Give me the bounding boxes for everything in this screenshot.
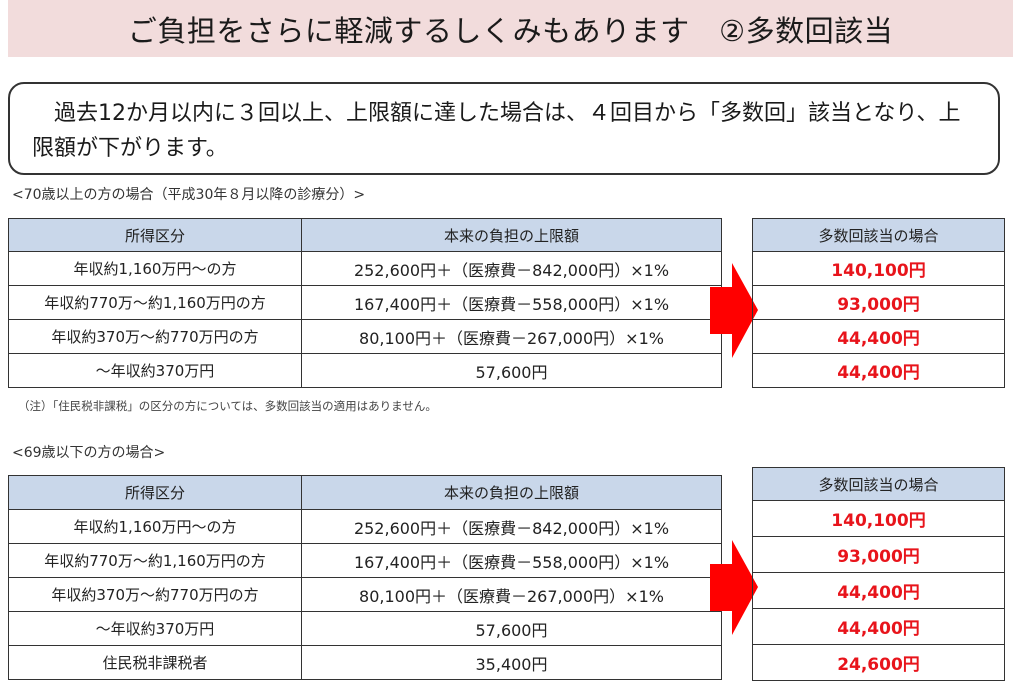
limit-header: 本来の負担の上限額	[301, 218, 722, 252]
section70-caption: <70歳以上の方の場合（平成30年８月以降の診療分）>	[12, 187, 366, 203]
section69-caption: <69歳以下の方の場合>	[12, 445, 166, 461]
table-row: 44,400円	[752, 572, 1005, 609]
table-row: ～年収約370万円 57,600円	[8, 353, 722, 388]
multi-cell: 140,100円	[752, 251, 1005, 286]
limit-cell: 252,600円＋（医療費－842,000円）×1%	[301, 251, 722, 286]
multi-cell: 44,400円	[752, 319, 1005, 354]
table-row: 44,400円	[752, 608, 1005, 645]
multi-header: 多数回該当の場合	[752, 467, 1005, 501]
multi-cell: 24,600円	[752, 644, 1005, 681]
table-row: ～年収約370万円 57,600円	[8, 611, 722, 646]
limit-header: 本来の負担の上限額	[301, 475, 722, 510]
limit-cell: 167,400円＋（医療費－558,000円）×1%	[301, 543, 722, 578]
table-row: 年収約770万～約1,160万円の方 167,400円＋（医療費－558,000…	[8, 285, 722, 320]
table-row: 93,000円	[752, 285, 1005, 320]
income-cell: 年収約770万～約1,160万円の方	[8, 285, 302, 320]
limit-cell: 80,100円＋（医療費－267,000円）×1%	[301, 577, 722, 612]
section69-multi-table: 多数回該当の場合 140,100円 93,000円 44,400円 44,400…	[752, 467, 1005, 681]
table-row: 140,100円	[752, 251, 1005, 286]
table-row: 140,100円	[752, 500, 1005, 537]
limit-cell: 252,600円＋（医療費－842,000円）×1%	[301, 509, 722, 544]
table-row: 年収約1,160万円～の方 252,600円＋（医療費－842,000円）×1%	[8, 251, 722, 286]
multi-cell: 93,000円	[752, 536, 1005, 573]
income-cell: 住民税非課税者	[8, 645, 302, 680]
section70-multi-table: 多数回該当の場合 140,100円 93,000円 44,400円 44,400…	[752, 218, 1005, 388]
income-cell: ～年収約370万円	[8, 353, 302, 388]
income-cell: ～年収約370万円	[8, 611, 302, 646]
income-header: 所得区分	[8, 218, 302, 252]
section70-note: （注）「住民税非課税」の区分の方については、多数回該当の適用はありません。	[18, 399, 437, 413]
income-cell: 年収約1,160万円～の方	[8, 509, 302, 544]
notice-box: 過去12か月以内に３回以上、上限額に達した場合は、４回目から「多数回」該当となり…	[8, 82, 1000, 175]
table-row: 住民税非課税者 35,400円	[8, 645, 722, 680]
page-title: ご負担をさらに軽減するしくみもあります ②多数回該当	[127, 13, 894, 48]
multi-cell: 44,400円	[752, 572, 1005, 609]
right-arrow-icon	[710, 263, 758, 358]
table-row: 年収約770万～約1,160万円の方 167,400円＋（医療費－558,000…	[8, 543, 722, 578]
table-row: 24,600円	[752, 644, 1005, 681]
multi-cell: 44,400円	[752, 353, 1005, 388]
limit-cell: 167,400円＋（医療費－558,000円）×1%	[301, 285, 722, 320]
table-row: 44,400円	[752, 319, 1005, 354]
table-row: 44,400円	[752, 353, 1005, 388]
limit-cell: 80,100円＋（医療費－267,000円）×1%	[301, 319, 722, 354]
income-cell: 年収約370万～約770万円の方	[8, 319, 302, 354]
income-cell: 年収約1,160万円～の方	[8, 251, 302, 286]
multi-cell: 93,000円	[752, 285, 1005, 320]
income-cell: 年収約770万～約1,160万円の方	[8, 543, 302, 578]
table-row: 93,000円	[752, 536, 1005, 573]
limit-cell: 57,600円	[301, 353, 722, 388]
section70-limit-table: 所得区分 本来の負担の上限額 年収約1,160万円～の方 252,600円＋（医…	[8, 218, 722, 388]
right-arrow-icon	[710, 540, 758, 635]
table-row: 年収約1,160万円～の方 252,600円＋（医療費－842,000円）×1%	[8, 509, 722, 544]
multi-cell: 140,100円	[752, 500, 1005, 537]
page-banner: ご負担をさらに軽減するしくみもあります ②多数回該当	[8, 0, 1013, 57]
table-row: 年収約370万～約770万円の方 80,100円＋（医療費－267,000円）×…	[8, 577, 722, 612]
table-row: 年収約370万～約770万円の方 80,100円＋（医療費－267,000円）×…	[8, 319, 722, 354]
multi-cell: 44,400円	[752, 608, 1005, 645]
section69-limit-table: 所得区分 本来の負担の上限額 年収約1,160万円～の方 252,600円＋（医…	[8, 475, 722, 680]
limit-cell: 57,600円	[301, 611, 722, 646]
notice-text: 過去12か月以内に３回以上、上限額に達した場合は、４回目から「多数回」該当となり…	[32, 101, 961, 161]
multi-header: 多数回該当の場合	[752, 218, 1005, 252]
income-cell: 年収約370万～約770万円の方	[8, 577, 302, 612]
income-header: 所得区分	[8, 475, 302, 510]
limit-cell: 35,400円	[301, 645, 722, 680]
